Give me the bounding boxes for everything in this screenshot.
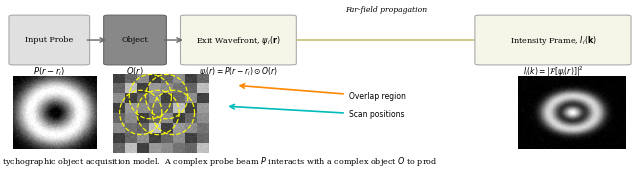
Text: Input Probe: Input Probe [25,36,74,44]
Text: Exit Wavefront, $\psi_i(\mathbf{r})$: Exit Wavefront, $\psi_i(\mathbf{r})$ [196,34,281,46]
Text: Overlap region: Overlap region [240,84,406,101]
Text: $O(r)$: $O(r)$ [126,65,144,77]
FancyBboxPatch shape [180,15,296,65]
Text: tychographic object acquisition model.  A complex probe beam $P$ interacts with : tychographic object acquisition model. A… [2,155,438,168]
Text: Intensity Frame, $I_i(\mathbf{k})$: Intensity Frame, $I_i(\mathbf{k})$ [509,34,596,46]
Text: Far-field propagation: Far-field propagation [345,6,427,14]
FancyBboxPatch shape [9,15,90,65]
Text: Object: Object [122,36,148,44]
Text: Scan positions: Scan positions [230,104,404,119]
Text: $I_i(k) = |\mathcal{F}[\psi_i(r)]|^2$: $I_i(k) = |\mathcal{F}[\psi_i(r)]|^2$ [523,64,583,78]
Text: $\psi_i(r) = P(r - r_i) \odot O(r)$: $\psi_i(r) = P(r - r_i) \odot O(r)$ [198,65,278,78]
FancyBboxPatch shape [104,15,166,65]
FancyBboxPatch shape [475,15,631,65]
Text: $P(r - r_i)$: $P(r - r_i)$ [33,65,65,78]
